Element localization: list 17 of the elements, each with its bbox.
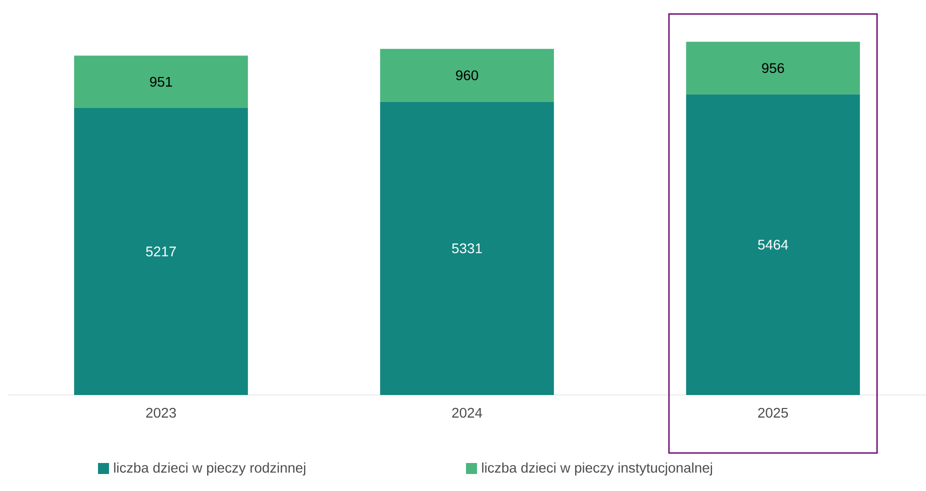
x-tick-label: 2023	[146, 408, 176, 418]
data-label: 5331	[452, 243, 482, 254]
legend-label: liczba dzieci w pieczy rodzinnej	[114, 462, 306, 476]
data-label: 951	[150, 76, 172, 87]
data-label: 5464	[758, 240, 788, 250]
bar	[380, 48, 554, 102]
data-label: 960	[456, 70, 478, 80]
bar	[686, 42, 860, 94]
data-label: 956	[762, 63, 784, 74]
bar	[74, 56, 248, 108]
bar	[380, 102, 554, 395]
x-tick-label: 2024	[452, 408, 482, 418]
data-label: 5217	[146, 246, 176, 256]
bar	[686, 94, 860, 395]
x-tick-label: 2025	[758, 408, 788, 418]
legend-label: liczba dzieci w pieczy instytucjonalnej	[482, 462, 712, 476]
bar	[74, 108, 248, 395]
